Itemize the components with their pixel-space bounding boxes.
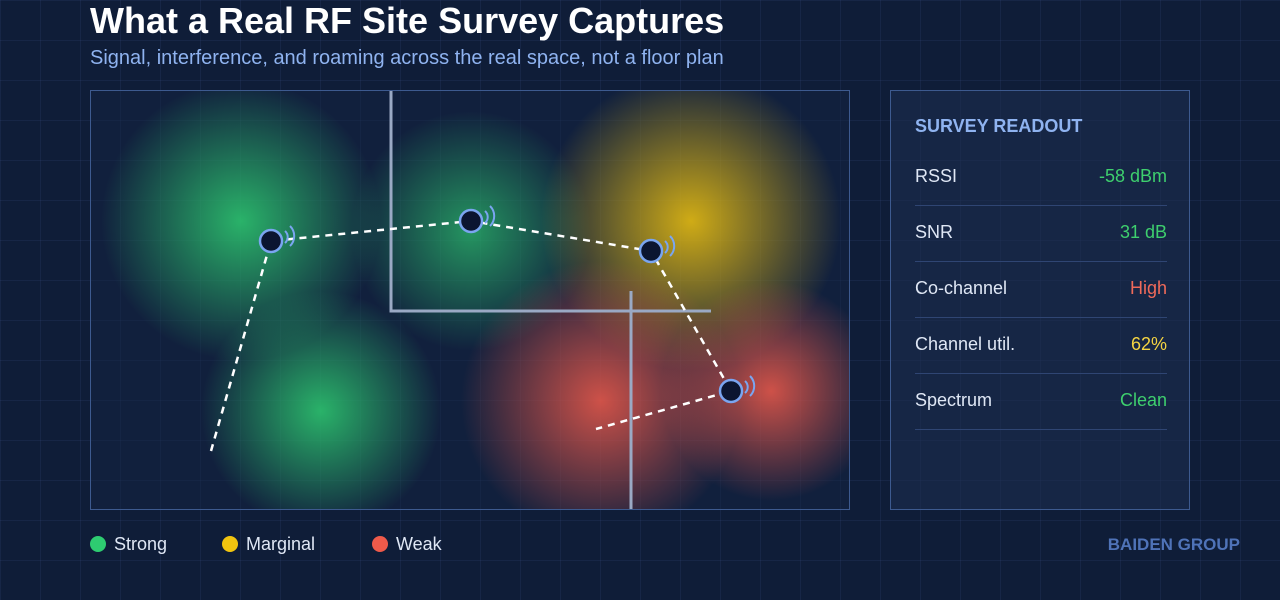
label: Spectrum: [915, 390, 993, 410]
label: Channel util.: [915, 334, 1016, 354]
legend-item: Weak: [372, 534, 442, 555]
title: What a Real RF Site Survey Captures: [90, 0, 725, 41]
readout-title: SURVEY READOUT: [915, 116, 1083, 136]
value: High: [1129, 278, 1167, 298]
value: -58 dBm: [1098, 166, 1167, 186]
legend-label: Weak: [396, 534, 442, 554]
legend-label: Marginal: [246, 534, 316, 554]
heatmap: [101, 91, 849, 509]
legend-label: Strong: [114, 534, 168, 554]
readout-row: Co-channel High: [915, 261, 1167, 318]
value: Clean: [1119, 390, 1167, 410]
value: 31 dB: [1119, 222, 1167, 242]
readout-panel: SURVEY READOUT RSSI -58 dBm SNR 31 dB Co-c…: [890, 90, 1190, 510]
label: Co-channel: [915, 278, 1008, 298]
brand: BAIDEN GROUP: [1107, 535, 1240, 554]
readout-row: Channel util. 62%: [915, 317, 1167, 374]
legend-item: Strong: [90, 534, 167, 555]
readout-row: RSSI -58 dBm: [915, 149, 1167, 206]
readout-row: SNR 31 dB: [915, 205, 1167, 262]
floor-plan: [90, 90, 850, 510]
subtitle: Signal, interference, and roaming across…: [90, 47, 724, 69]
legend-item: Marginal: [222, 534, 315, 555]
label: SNR: [915, 222, 954, 242]
label: RSSI: [915, 166, 958, 186]
readout-row: Spectrum Clean: [915, 373, 1167, 430]
value: 62%: [1130, 334, 1167, 354]
